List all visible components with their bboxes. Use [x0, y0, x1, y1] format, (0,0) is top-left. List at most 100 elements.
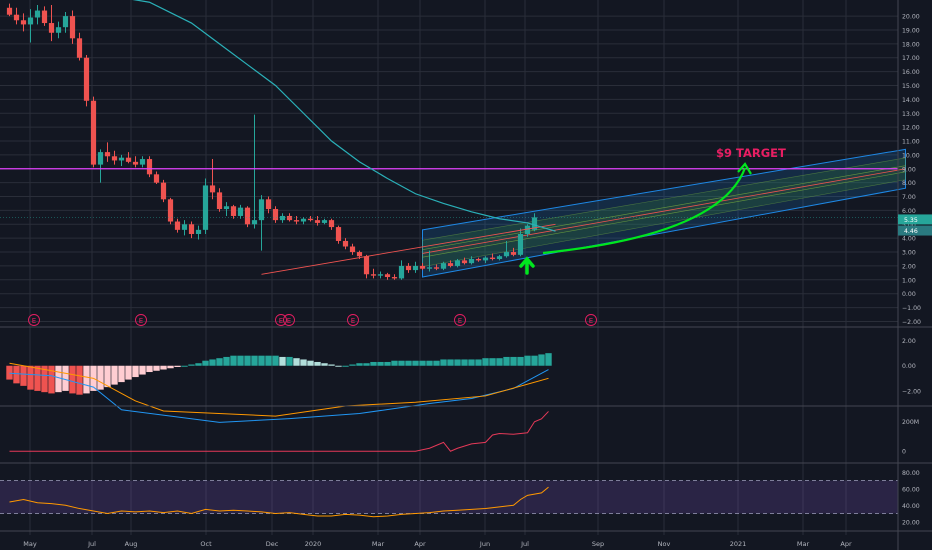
- candle-body: [20, 20, 27, 25]
- macd-histogram-bar: [209, 359, 216, 366]
- macd-histogram-bar: [461, 359, 468, 366]
- price-axis[interactable]: 20.00 19.00 18.00 17.00 16.00 15.00 14.00 13.00…: [898, 14, 932, 527]
- rsi-band: [0, 480, 898, 514]
- candle-body: [55, 27, 62, 33]
- earnings-marker-label: E: [351, 317, 355, 325]
- macd-histogram-bar: [41, 365, 48, 393]
- candle-body: [328, 220, 335, 228]
- macd-histogram-bar: [223, 356, 230, 366]
- macd-histogram-bar: [139, 365, 146, 375]
- earnings-marker: [135, 314, 147, 326]
- macd-histogram-bar: [83, 365, 90, 394]
- candle-body: [454, 260, 461, 266]
- macd-histogram-bar: [230, 355, 237, 366]
- time-axis[interactable]: May Jul Aug Oct Dec 2020 Mar Apr Jun Jul Sep Nov 202…: [23, 540, 852, 548]
- macd-histogram-bar: [328, 364, 335, 366]
- candle-body: [321, 220, 328, 223]
- macd-histogram-bar: [475, 359, 482, 366]
- volume-tick-label: 0: [902, 449, 906, 456]
- candle-body: [377, 274, 384, 276]
- price-tick-label: 5.00: [902, 222, 916, 229]
- candle-body: [384, 274, 391, 278]
- candle-body: [489, 257, 496, 259]
- candle-body: [426, 267, 433, 269]
- macd-histogram-bar: [55, 365, 62, 393]
- macd-histogram-bar: [433, 360, 440, 366]
- volume-indicator-panel[interactable]: [9, 411, 549, 452]
- macd-panel[interactable]: [6, 353, 552, 423]
- macd-histogram-bar: [237, 355, 244, 366]
- rsi-line: [9, 486, 549, 518]
- macd-histogram-bar: [384, 361, 391, 366]
- candle-body: [62, 16, 69, 28]
- target-curve-arrow: [542, 167, 747, 255]
- time-tick-label: Dec: [266, 540, 279, 548]
- earnings-marker: [454, 314, 466, 326]
- candle-body: [181, 224, 188, 230]
- price-tick-label: 8.00: [902, 180, 916, 187]
- volume-tick-label: 200M: [902, 419, 919, 426]
- macd-histogram-bar: [363, 363, 370, 366]
- candle-body: [202, 185, 209, 230]
- candle-body: [195, 229, 202, 235]
- time-tick-label: Mar: [372, 540, 385, 548]
- macd-histogram-bar: [293, 358, 300, 366]
- macd-histogram-bar: [153, 365, 160, 371]
- earnings-marker-label: E: [589, 317, 593, 325]
- time-tick-label: Jul: [87, 540, 96, 548]
- candle-body: [258, 199, 265, 221]
- macd-histogram-bar: [244, 355, 251, 366]
- macd-histogram-bar: [146, 365, 153, 373]
- time-tick-label: Aug: [125, 540, 138, 548]
- macd-tick-label: −2.00: [902, 388, 921, 395]
- macd-histogram-bar: [349, 364, 356, 366]
- macd-histogram-bar: [279, 356, 286, 366]
- price-tick-label: 4.00: [902, 236, 916, 243]
- time-tick-label: Mar: [797, 540, 810, 548]
- price-tick-label: −1.00: [902, 305, 921, 312]
- time-tick-label: Nov: [658, 540, 671, 548]
- rsi-tick-label: 60.00: [902, 486, 920, 493]
- candle-body: [13, 14, 20, 21]
- candle-body: [482, 257, 489, 261]
- price-tick-label: 12.00: [902, 125, 920, 132]
- candle-body: [111, 156, 118, 161]
- macd-histogram-bar: [34, 365, 41, 391]
- macd-histogram-bar: [503, 356, 510, 366]
- candle-body: [363, 256, 370, 275]
- candle-body: [272, 209, 279, 221]
- candle-body: [83, 57, 90, 101]
- candle-body: [342, 240, 349, 247]
- macd-histogram-bar: [538, 354, 545, 366]
- macd-line: [9, 369, 549, 423]
- macd-tick-label: 0.00: [902, 363, 916, 370]
- price-tick-label: 20.00: [902, 14, 920, 21]
- candle-body: [41, 10, 48, 24]
- candle-body: [440, 263, 447, 269]
- candle-body: [510, 252, 517, 255]
- macd-histogram-bar: [545, 353, 552, 366]
- price-overlays: [0, 0, 898, 275]
- macd-histogram-bar: [97, 365, 104, 390]
- macd-histogram-bar: [482, 358, 489, 366]
- macd-histogram-bar: [202, 360, 209, 366]
- candle-body: [48, 23, 55, 33]
- last-price-box: [898, 214, 932, 225]
- rsi-panel[interactable]: [0, 480, 898, 518]
- macd-histogram-bar: [307, 360, 314, 366]
- candle-body: [447, 263, 454, 266]
- candle-body: [104, 152, 111, 157]
- macd-histogram-bar: [286, 356, 293, 366]
- macd-histogram-bar: [111, 365, 118, 385]
- candle-body: [6, 7, 13, 15]
- macd-histogram-bar: [391, 360, 398, 366]
- macd-histogram-bar: [300, 359, 307, 366]
- candle-body: [118, 157, 125, 161]
- earnings-marker-label: E: [279, 317, 283, 325]
- candle-body: [125, 157, 132, 162]
- candle-body: [251, 220, 258, 225]
- macd-histogram-bar: [524, 355, 531, 366]
